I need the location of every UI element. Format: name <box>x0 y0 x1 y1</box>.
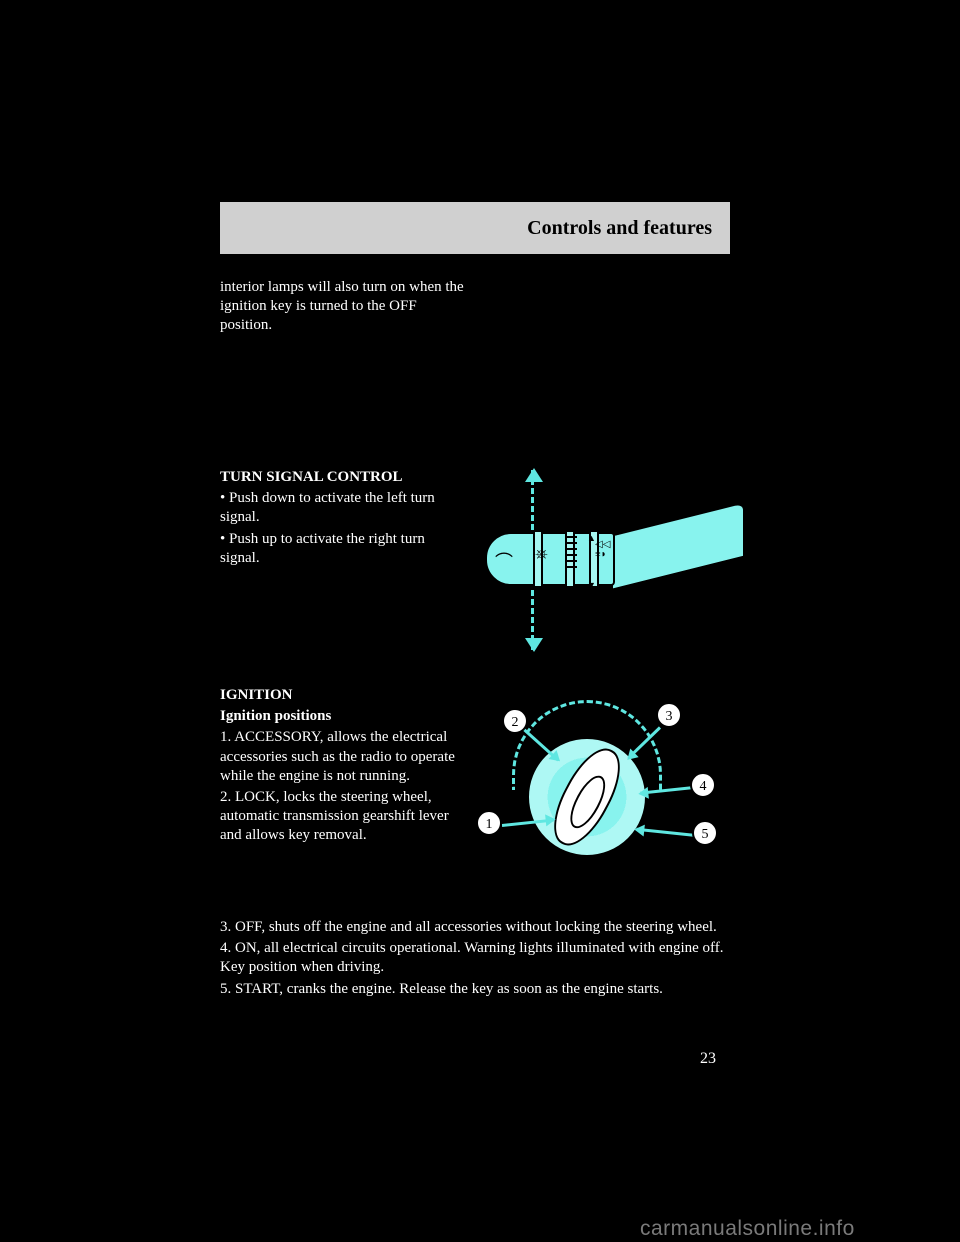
position-label: START <box>235 981 279 997</box>
section-title: TURN SIGNAL CONTROL <box>220 468 465 487</box>
position-label: OFF <box>235 919 261 935</box>
callout-number: 1 <box>476 810 502 836</box>
ignition-diagram: 1 2 3 4 5 <box>462 690 732 920</box>
position-desc: shuts off the engine and all accessories… <box>269 919 717 935</box>
page-number: 23 <box>700 1050 716 1068</box>
subsection-title: Ignition positions <box>220 707 465 726</box>
position-number: 4 <box>220 940 228 956</box>
position-item: 4. ON, all electrical circuits operation… <box>220 939 730 977</box>
position-item: 5. START, cranks the engine. Release the… <box>220 980 730 999</box>
intro-para: interior lamps will also turn on when th… <box>220 278 465 338</box>
callout-lead <box>502 819 554 827</box>
interval-ticks <box>567 536 579 582</box>
callout-lead <box>636 828 696 837</box>
arrow-up-icon <box>531 470 534 530</box>
bullet-item: • Push up to activate the right turn sig… <box>220 530 465 568</box>
position-number: 3 <box>220 919 228 935</box>
wiper-icon: ⌒ <box>495 548 513 574</box>
position-label: LOCK <box>235 789 276 805</box>
position-number: 2 <box>220 789 228 805</box>
section-header-title: Controls and features <box>527 217 712 240</box>
headlamp-icon: ◁◁≡◗ <box>595 540 610 560</box>
callout-number: 5 <box>692 820 718 846</box>
bullet-text: Push up to activate the right turn signa… <box>220 531 425 566</box>
position-desc: all electrical circuits operational. War… <box>220 940 724 975</box>
bullet-item: • Push down to activate the left turn si… <box>220 489 465 527</box>
arrow-down-icon <box>531 590 534 650</box>
position-desc: cranks the engine. Release the key as so… <box>287 981 663 997</box>
callout-number: 2 <box>502 708 528 734</box>
position-number: 5 <box>220 981 228 997</box>
callout-number: 4 <box>690 772 716 798</box>
position-item: 2. LOCK, locks the steering wheel, autom… <box>220 788 465 846</box>
watermark-text: carmanualsonline.info <box>640 1217 855 1241</box>
manual-page: Controls and features interior lamps wil… <box>0 0 960 1242</box>
ignition-section-wide: 3. OFF, shuts off the engine and all acc… <box>220 918 730 1001</box>
position-label: ON <box>235 940 257 956</box>
position-item: 3. OFF, shuts off the engine and all acc… <box>220 918 730 937</box>
callout-number: 3 <box>656 702 682 728</box>
body-text: interior lamps will also turn on when th… <box>220 278 465 336</box>
ignition-section: IGNITION Ignition positions 1. ACCESSORY… <box>220 686 465 848</box>
bullet-text: Push down to activate the left turn sign… <box>220 490 435 525</box>
section-header-bar: Controls and features <box>220 202 730 254</box>
position-number: 1 <box>220 729 228 745</box>
section-title: IGNITION <box>220 686 465 705</box>
washer-icon: ⎈ <box>535 546 548 564</box>
position-label: ACCESSORY <box>234 729 320 745</box>
turn-signal-diagram: ⌒ ⎈ ◁◁≡◗ <box>475 470 731 670</box>
stalk-arm <box>613 502 743 590</box>
turn-signal-section: TURN SIGNAL CONTROL • Push down to activ… <box>220 468 465 570</box>
position-item: 1. ACCESSORY, allows the electrical acce… <box>220 728 465 786</box>
